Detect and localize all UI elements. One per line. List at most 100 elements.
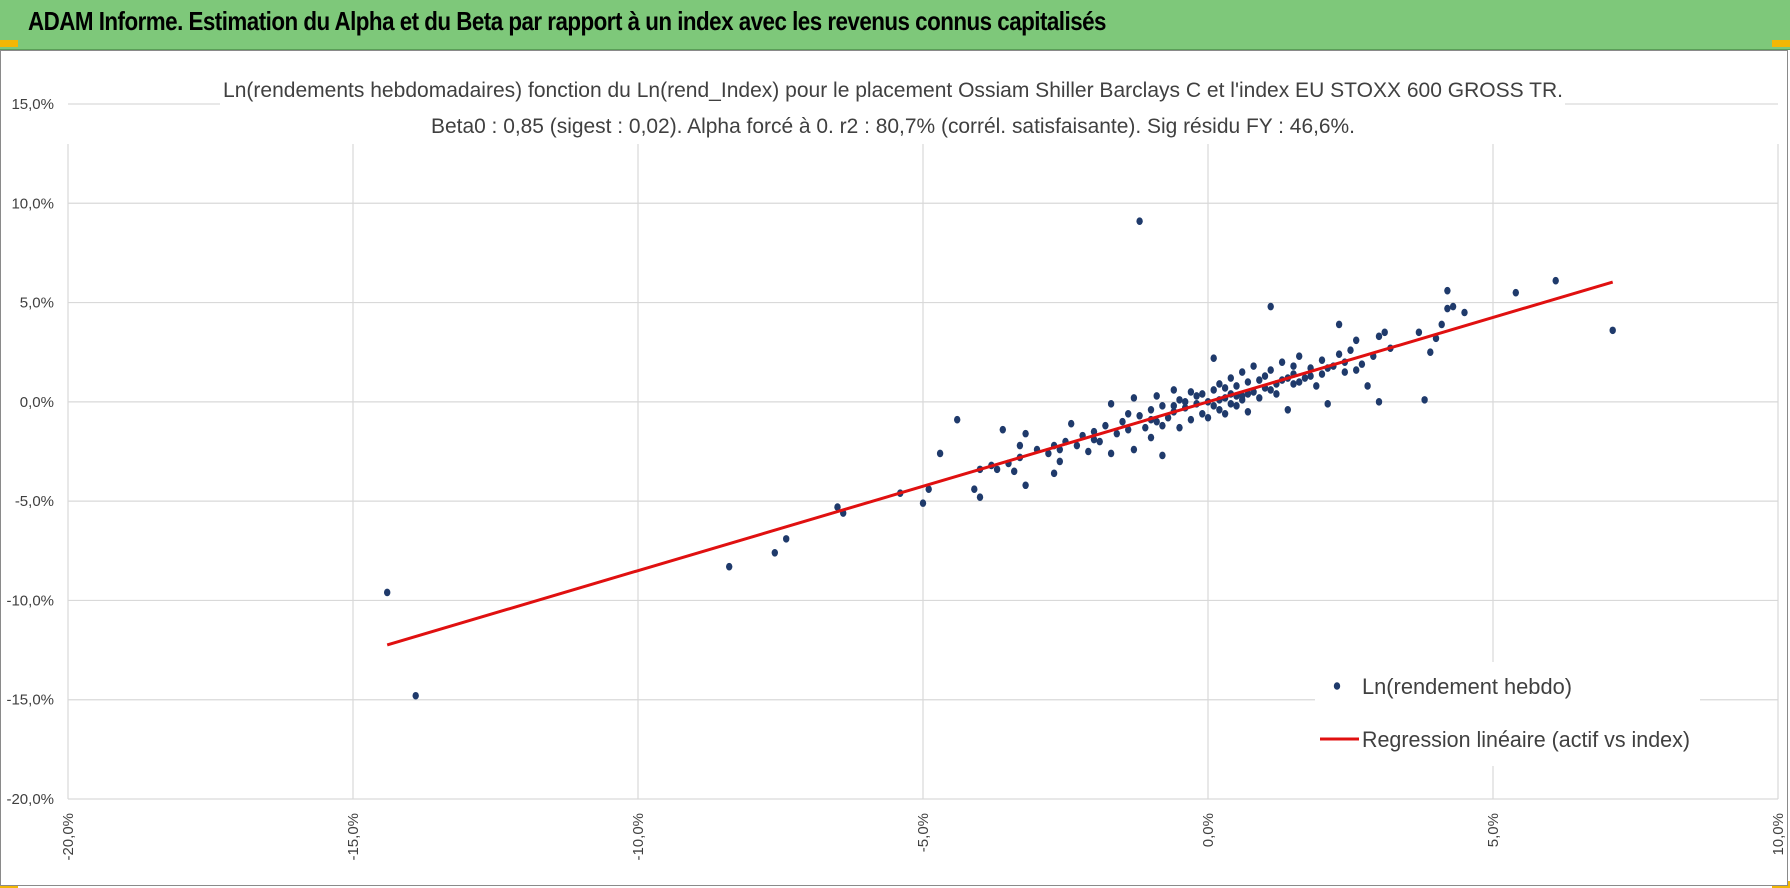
data-point [1227, 400, 1235, 408]
legend-label-points: Ln(rendement hebdo) [1362, 674, 1572, 699]
data-point [1239, 392, 1246, 400]
data-point [1170, 402, 1178, 410]
data-point [1427, 348, 1434, 357]
data-point [1341, 368, 1349, 376]
data-point [1130, 445, 1138, 454]
data-point [1290, 380, 1297, 388]
data-point [1256, 394, 1263, 402]
corner-accent-top-right [1772, 40, 1790, 47]
y-tick-label: 15,0% [11, 96, 54, 113]
data-point [1022, 429, 1029, 438]
data-point [1375, 332, 1383, 341]
x-tick-label: 10,0% [1770, 813, 1787, 856]
data-point [1318, 356, 1326, 364]
data-point [1085, 447, 1092, 456]
data-point [1216, 406, 1223, 414]
data-point [1102, 421, 1109, 430]
data-point [1381, 328, 1388, 337]
data-point [1296, 352, 1303, 360]
data-point [1159, 451, 1166, 460]
data-point [783, 535, 790, 543]
data-point [1375, 398, 1383, 406]
data-point [1216, 380, 1223, 388]
data-point [1050, 469, 1058, 478]
data-point [1170, 386, 1178, 394]
legend-marker-points [1333, 682, 1341, 690]
data-point [971, 485, 978, 494]
data-point [1227, 374, 1235, 382]
x-tick-label: -20,0% [60, 813, 77, 861]
y-tick-label: -20,0% [6, 791, 54, 808]
data-point [1011, 467, 1018, 476]
data-point [1204, 413, 1212, 422]
data-point [1512, 288, 1520, 297]
data-point [1221, 384, 1229, 392]
y-tick-label: -5,0% [15, 493, 54, 510]
report-header-bar: ADAM Informe. Estimation du Alpha et du … [0, 0, 1790, 50]
data-point [1136, 217, 1143, 225]
data-point [1261, 372, 1269, 380]
data-point [1153, 417, 1160, 426]
y-tick-label: 5,0% [20, 295, 54, 312]
data-point [1210, 402, 1217, 410]
x-tick-label: 0,0% [1200, 813, 1217, 847]
data-point [1307, 372, 1314, 380]
data-point [1199, 390, 1206, 398]
data-point [1432, 334, 1440, 343]
report-title: ADAM Informe. Estimation du Alpha et du … [28, 6, 1106, 36]
data-point [1045, 449, 1052, 458]
data-point [1147, 433, 1155, 442]
data-point [1313, 382, 1320, 390]
data-point [1159, 402, 1166, 410]
data-point [1193, 392, 1200, 400]
data-point [1125, 425, 1132, 434]
data-point [1273, 390, 1280, 398]
chart-title-line1: Ln(rendements hebdomadaires) fonction du… [223, 79, 1563, 102]
legend-label-regression: Regression linéaire (actif vs index) [1362, 727, 1690, 752]
data-point [1090, 427, 1098, 436]
data-point [1022, 481, 1029, 490]
data-point [1256, 376, 1263, 384]
data-point [726, 562, 733, 571]
data-point [1164, 413, 1172, 422]
data-point [1444, 286, 1451, 295]
data-point [1449, 302, 1457, 311]
data-point [1187, 388, 1195, 396]
data-point [1130, 394, 1138, 402]
data-point [925, 485, 932, 494]
data-point [412, 691, 419, 700]
data-point [954, 415, 961, 424]
data-point [1415, 328, 1423, 337]
data-point [1267, 386, 1274, 394]
data-point [1090, 435, 1098, 444]
x-tick-label: -10,0% [630, 813, 647, 861]
data-point [1267, 366, 1274, 374]
data-point [1421, 396, 1428, 404]
y-tick-label: -10,0% [6, 592, 54, 609]
data-point [1073, 441, 1081, 450]
data-point [1056, 457, 1064, 466]
data-point [1290, 362, 1297, 370]
regression-line [386, 280, 1614, 647]
data-point [993, 465, 1001, 474]
data-point [1296, 378, 1303, 386]
chart-title-line2: Beta0 : 0,85 (sigest : 0,02). Alpha forc… [431, 115, 1355, 138]
data-point [1016, 441, 1024, 450]
data-point [1107, 449, 1115, 458]
data-point [1176, 423, 1183, 432]
data-point [1301, 374, 1309, 382]
data-point [1461, 308, 1468, 317]
data-point [1113, 429, 1121, 438]
data-point [1609, 326, 1616, 335]
data-point [1233, 382, 1240, 390]
data-point [1324, 400, 1331, 408]
data-point [1210, 354, 1217, 362]
data-point [1444, 304, 1451, 313]
data-point [1353, 366, 1360, 374]
data-point [1233, 402, 1240, 410]
data-point [1284, 406, 1292, 414]
data-point [834, 503, 841, 511]
data-point [1250, 362, 1257, 370]
data-point [1353, 336, 1360, 345]
data-point [1244, 407, 1252, 416]
